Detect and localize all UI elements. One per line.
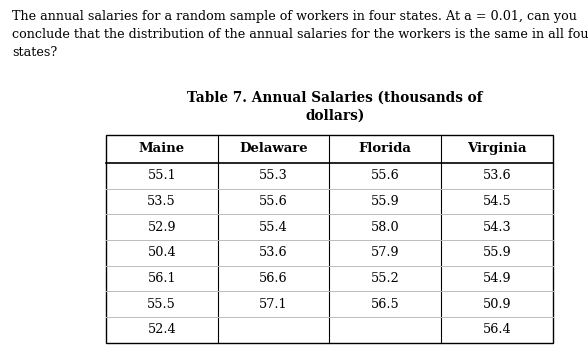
Text: 50.9: 50.9 (483, 298, 511, 311)
Text: 53.5: 53.5 (148, 195, 176, 208)
Text: 50.4: 50.4 (148, 246, 176, 259)
Text: Delaware: Delaware (239, 143, 308, 155)
Text: 55.2: 55.2 (371, 272, 399, 285)
Text: 56.1: 56.1 (148, 272, 176, 285)
Text: 54.9: 54.9 (483, 272, 511, 285)
Text: 55.5: 55.5 (147, 298, 176, 311)
Text: Maine: Maine (139, 143, 185, 155)
Text: 54.5: 54.5 (483, 195, 511, 208)
Text: The annual salaries for a random sample of workers in four states. At a = 0.01, : The annual salaries for a random sample … (12, 10, 588, 60)
Text: 56.6: 56.6 (259, 272, 288, 285)
Text: 53.6: 53.6 (259, 246, 288, 259)
Text: Florida: Florida (359, 143, 412, 155)
Text: 52.4: 52.4 (148, 323, 176, 336)
Text: 56.5: 56.5 (371, 298, 399, 311)
Text: 55.6: 55.6 (259, 195, 288, 208)
Text: 55.3: 55.3 (259, 169, 288, 182)
Text: 55.9: 55.9 (483, 246, 511, 259)
Text: 55.1: 55.1 (148, 169, 176, 182)
Text: 55.6: 55.6 (371, 169, 399, 182)
Text: 56.4: 56.4 (483, 323, 511, 336)
Text: 53.6: 53.6 (483, 169, 511, 182)
Text: 57.1: 57.1 (259, 298, 288, 311)
Text: 54.3: 54.3 (483, 221, 511, 234)
Text: Table 7. Annual Salaries (thousands of
dollars): Table 7. Annual Salaries (thousands of d… (188, 90, 483, 123)
Text: 55.4: 55.4 (259, 221, 288, 234)
Text: 58.0: 58.0 (371, 221, 399, 234)
Text: 55.9: 55.9 (371, 195, 399, 208)
Text: 57.9: 57.9 (371, 246, 399, 259)
Text: 52.9: 52.9 (148, 221, 176, 234)
Text: Virginia: Virginia (467, 143, 527, 155)
